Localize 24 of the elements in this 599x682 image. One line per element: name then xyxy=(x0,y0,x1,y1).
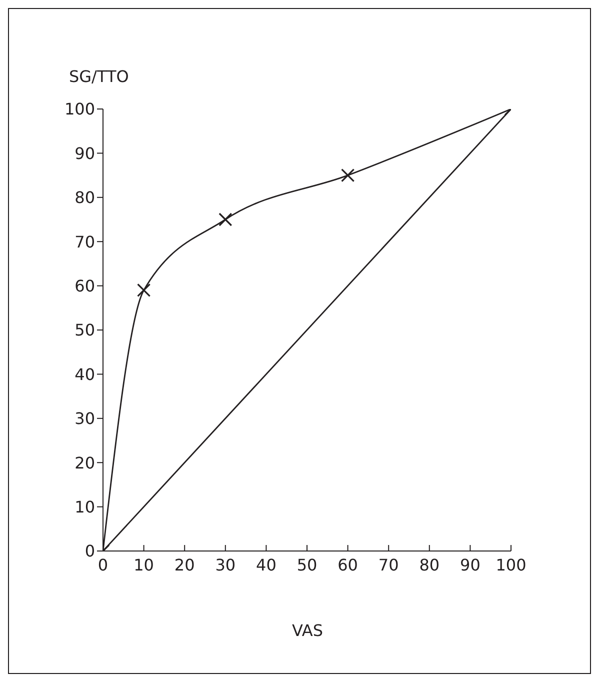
y-tick-label: 20 xyxy=(74,453,95,472)
x-tick-label: 0 xyxy=(98,555,108,574)
x-tick-label: 10 xyxy=(134,555,154,574)
x-tick-label: 80 xyxy=(419,555,440,574)
x-tick-label: 20 xyxy=(174,555,195,574)
x-tick-label: 60 xyxy=(338,555,358,574)
x-tick-label: 70 xyxy=(378,555,399,574)
y-tick-label: 90 xyxy=(74,144,95,163)
x-tick-label: 100 xyxy=(496,555,526,574)
y-tick-label: 100 xyxy=(64,100,95,119)
x-tick-label: 30 xyxy=(215,555,236,574)
x-tick-label: 50 xyxy=(296,555,318,574)
x-tick-label: 90 xyxy=(460,555,480,574)
y-tick-label: 40 xyxy=(74,364,95,384)
y-tick-label: 80 xyxy=(74,188,95,208)
y-tick-label: 50 xyxy=(74,320,95,340)
y-tick-label: 70 xyxy=(74,232,95,252)
y-tick-label: 30 xyxy=(74,409,95,428)
y-tick-label: 60 xyxy=(74,276,95,296)
y-axis-title: SG/TTO xyxy=(69,67,129,86)
y-tick-label: 10 xyxy=(74,497,95,516)
y-tick-label: 0 xyxy=(84,542,95,561)
x-tick-label: 40 xyxy=(256,555,276,574)
x-axis-title: VAS xyxy=(290,621,324,640)
